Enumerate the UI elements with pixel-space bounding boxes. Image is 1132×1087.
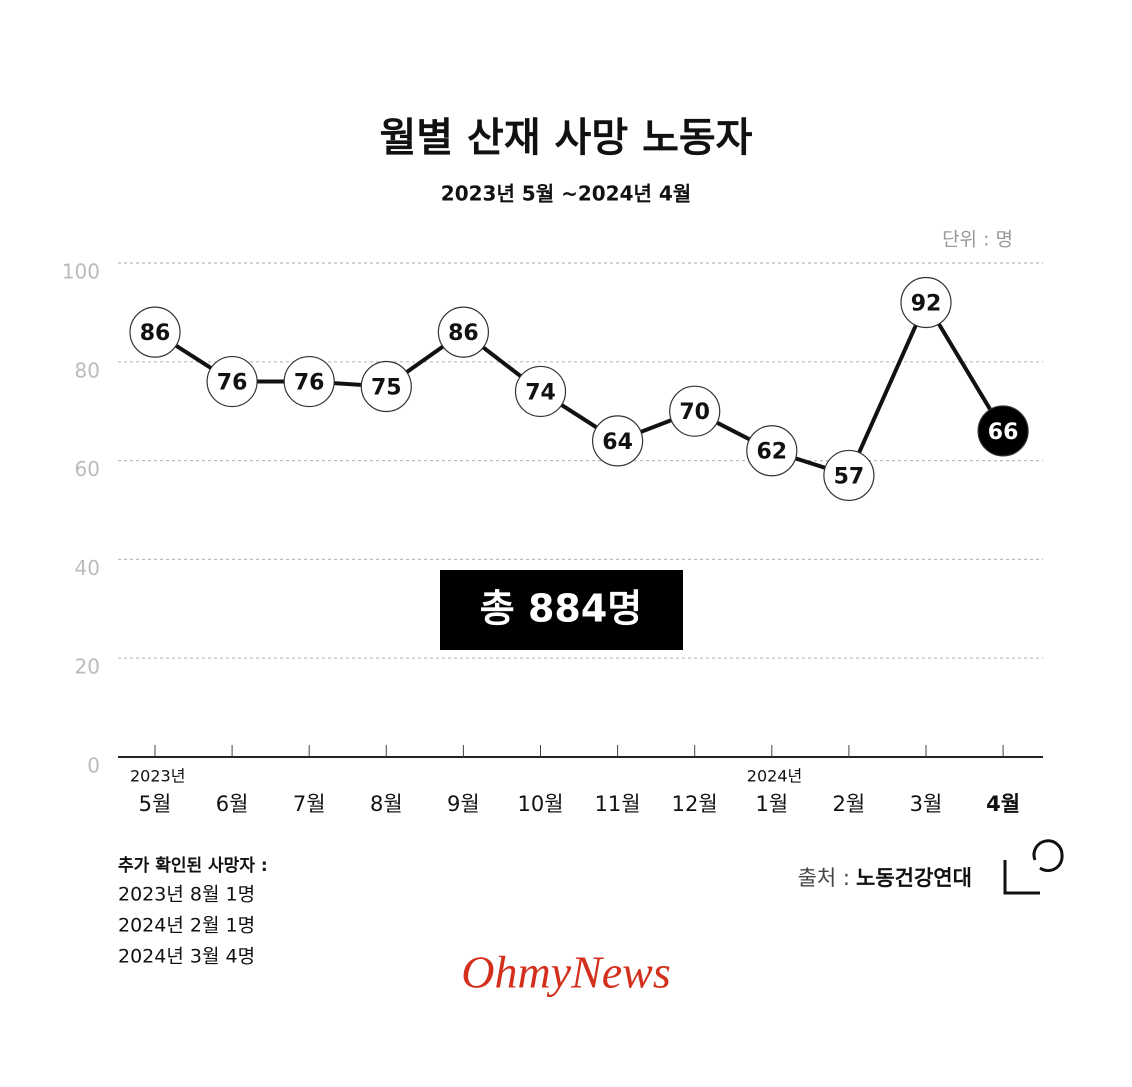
logo: OhmyNews — [461, 947, 671, 998]
point — [746, 425, 798, 477]
y-tick-label: 40 — [75, 556, 100, 580]
x-tick-label: 7월 — [293, 792, 326, 816]
plot-area: 0 20 40 60 80 100 5월 2023년 6월 7월 8월 9월 10월 11월 12월 1월 20… — [62, 260, 1043, 816]
note-line: 2024년 2월 1명 — [118, 915, 255, 937]
y-tick-label: 100 — [62, 260, 100, 284]
annotation: 총 884명 — [480, 587, 642, 631]
year-label: 2023년 — [130, 767, 185, 786]
x-tick-label: 11월 — [595, 792, 641, 816]
data-label: 76 — [294, 371, 325, 396]
data-label: 86 — [140, 321, 171, 346]
point — [360, 360, 412, 413]
data-label: 70 — [679, 400, 710, 425]
x-tick-label: 5월 — [139, 792, 172, 816]
data-label: 66 — [988, 420, 1019, 445]
point — [437, 306, 489, 358]
x-tick-label: 4월 — [986, 792, 1020, 816]
chart-title: 월별 산재 사망 노동자 — [380, 115, 753, 161]
annotation-box — [440, 570, 683, 650]
source-label: 출처 : — [798, 866, 850, 890]
point — [823, 449, 875, 502]
y-tick-label: 80 — [75, 358, 100, 382]
x-tick-label: 3월 — [910, 792, 943, 816]
point — [206, 355, 258, 408]
data-label: 62 — [756, 440, 787, 465]
data-label: 57 — [834, 464, 865, 489]
data-label: 74 — [525, 380, 556, 405]
x-tick-label: 1월 — [755, 792, 788, 816]
x-tick-label: 10월 — [517, 792, 563, 816]
source-logo — [1003, 839, 1064, 895]
x-tick-label: 9월 — [447, 792, 480, 816]
point — [900, 276, 952, 329]
data-label: 64 — [602, 430, 633, 455]
y-tick-label: 60 — [75, 457, 100, 481]
note-line: 2024년 3월 4명 — [118, 946, 255, 968]
x-tick-label: 2월 — [833, 792, 866, 816]
year-label: 2024년 — [747, 767, 802, 786]
x-tick-label: 12월 — [672, 792, 718, 816]
x-tick-label: 6월 — [216, 792, 249, 816]
data-label: 76 — [217, 371, 248, 396]
data-label: 75 — [371, 376, 402, 401]
data-label: 86 — [448, 321, 479, 346]
source-name: 노동건강연대 — [856, 866, 972, 890]
x-tick-label: 8월 — [370, 792, 403, 816]
note-line: 2023년 8월 1명 — [118, 884, 255, 906]
y-tick-label: 0 — [87, 754, 100, 778]
unit-label: 단위 : 명 — [942, 229, 1013, 251]
point — [514, 365, 567, 418]
point — [977, 405, 1029, 457]
y-tick-label: 20 — [75, 655, 100, 679]
data-label: 92 — [911, 292, 942, 317]
point — [591, 415, 644, 467]
line — [153, 298, 1005, 478]
notes-title: 추가 확인된 사망자 : — [118, 856, 268, 876]
point — [129, 306, 181, 358]
point — [283, 355, 335, 408]
point — [669, 385, 721, 437]
chart-subtitle: 2023년 5월 ~2024년 4월 — [441, 182, 691, 206]
